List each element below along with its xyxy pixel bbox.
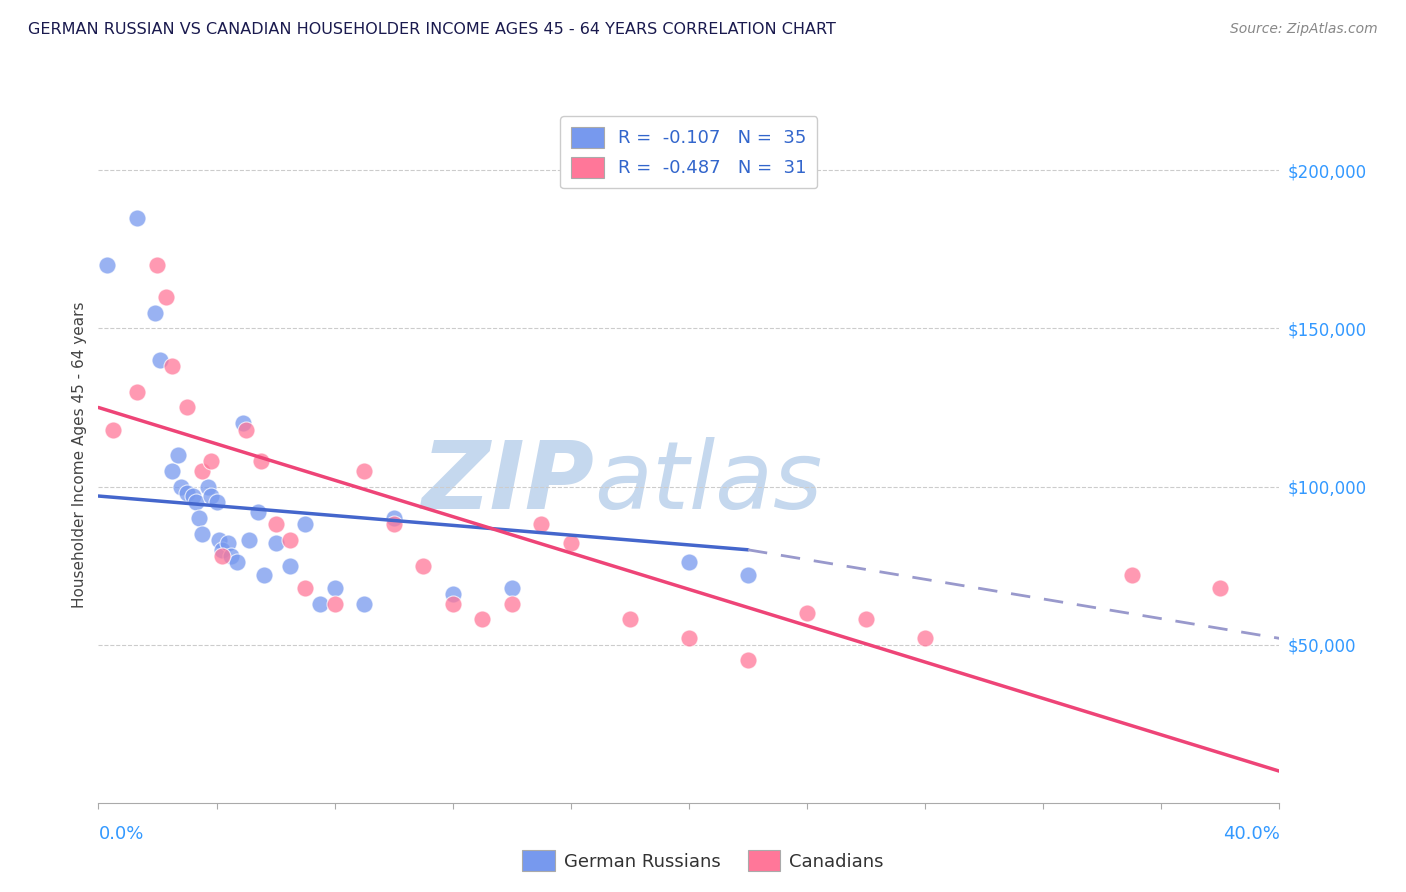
Point [162, 464, 183, 478]
Point [125, 384, 148, 399]
Point [232, 417, 254, 431]
Point [103, 423, 125, 437]
Point [278, 558, 302, 573]
Point [162, 359, 183, 374]
Point [217, 536, 239, 550]
Point [855, 612, 877, 626]
Point [678, 632, 700, 646]
Point [678, 556, 700, 570]
Point [323, 597, 346, 611]
Legend: R =  -0.107   N =  35, R =  -0.487   N =  31: R = -0.107 N = 35, R = -0.487 N = 31 [561, 116, 817, 188]
Point [353, 597, 375, 611]
Point [155, 290, 177, 304]
Text: Source: ZipAtlas.com: Source: ZipAtlas.com [1230, 22, 1378, 37]
Point [441, 597, 464, 611]
Text: 0.0%: 0.0% [98, 825, 143, 843]
Point [323, 581, 346, 595]
Point [382, 517, 405, 532]
Point [796, 606, 818, 620]
Point [226, 556, 249, 570]
Point [211, 549, 233, 563]
Text: atlas: atlas [595, 437, 823, 528]
Point [501, 581, 523, 595]
Point [246, 505, 269, 519]
Point [235, 423, 257, 437]
Point [914, 632, 936, 646]
Point [737, 568, 759, 582]
Point [382, 511, 405, 525]
Point [96, 258, 118, 272]
Point [501, 597, 523, 611]
Point [294, 517, 316, 532]
Point [1209, 581, 1232, 595]
Point [530, 517, 553, 532]
Point [191, 527, 214, 541]
Point [200, 489, 222, 503]
Text: ZIP: ZIP [422, 437, 595, 529]
Point [191, 464, 214, 478]
Point [619, 612, 641, 626]
Y-axis label: Householder Income Ages 45 - 64 years: Householder Income Ages 45 - 64 years [72, 301, 87, 608]
Point [250, 454, 273, 468]
Point [1121, 568, 1143, 582]
Point [253, 568, 276, 582]
Point [278, 533, 302, 548]
Point [219, 549, 242, 563]
Point [143, 305, 166, 319]
Point [264, 536, 287, 550]
Point [170, 479, 193, 493]
Point [208, 533, 231, 548]
Text: GERMAN RUSSIAN VS CANADIAN HOUSEHOLDER INCOME AGES 45 - 64 YEARS CORRELATION CHA: GERMAN RUSSIAN VS CANADIAN HOUSEHOLDER I… [28, 22, 837, 37]
Point [560, 536, 582, 550]
Text: 40.0%: 40.0% [1223, 825, 1279, 843]
Point [200, 454, 222, 468]
Point [181, 489, 204, 503]
Point [264, 517, 287, 532]
Point [125, 211, 148, 225]
Point [412, 558, 434, 573]
Point [176, 401, 198, 415]
Point [184, 495, 207, 509]
Point [471, 612, 494, 626]
Point [353, 464, 375, 478]
Point [167, 448, 190, 462]
Point [197, 479, 219, 493]
Point [149, 353, 172, 368]
Point [737, 653, 759, 667]
Point [176, 486, 198, 500]
Point [211, 542, 233, 557]
Point [309, 597, 332, 611]
Point [146, 258, 169, 272]
Point [294, 581, 316, 595]
Point [187, 511, 209, 525]
Legend: German Russians, Canadians: German Russians, Canadians [515, 843, 891, 879]
Point [441, 587, 464, 601]
Point [238, 533, 260, 548]
Point [205, 495, 228, 509]
